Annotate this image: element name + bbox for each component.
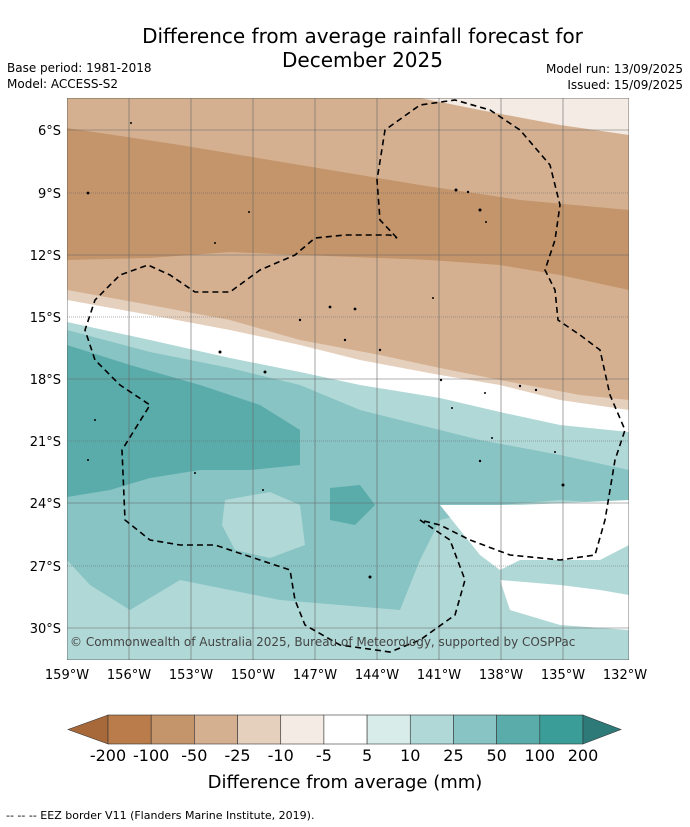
colorbar-segment [323, 714, 368, 745]
colorbar-segment [496, 714, 541, 745]
colorbar-tick-label: -50 [181, 746, 207, 765]
colorbar-segment [150, 714, 195, 745]
colorbar-segment [453, 714, 497, 745]
lon-label: 156°W [107, 668, 151, 683]
lat-label: 30°S [30, 622, 61, 637]
lat-label: 6°S [38, 124, 61, 139]
colorbar-arrow-low [67, 714, 109, 745]
lon-label: 147°W [293, 668, 337, 683]
colorbar-segment [107, 714, 152, 745]
lat-label: 27°S [30, 560, 61, 575]
colorbar-tick-label: -10 [268, 746, 294, 765]
lon-label: 135°W [541, 668, 585, 683]
zone-wet-strong-patch [330, 485, 375, 525]
zone-dry-pale [420, 98, 629, 135]
colorbar-tick-label: 50 [486, 746, 506, 765]
zone-wet-strong [67, 345, 300, 497]
model-run: Model run: 13/09/2025 [545, 62, 683, 76]
model-name: Model: ACCESS-S2 [7, 77, 119, 91]
colorbar-tick-label: -200 [90, 746, 126, 765]
lon-label: 132°W [603, 668, 647, 683]
zone-neutral-south [440, 500, 629, 570]
rainfall-map: © Commonwealth of Australia 2025, Bureau… [30, 98, 647, 765]
lat-label: 21°S [30, 435, 61, 450]
lon-label: 141°W [417, 668, 461, 683]
zone-neutral-strip [67, 300, 629, 430]
base-period: Base period: 1981-2018 [7, 61, 152, 75]
copyright-credit: © Commonwealth of Australia 2025, Bureau… [70, 635, 575, 649]
colorbar-tick-label: -25 [224, 746, 250, 765]
colorbar-segment [194, 714, 238, 745]
colorbar-label: Difference from average (mm) [207, 772, 483, 793]
lat-label: 24°S [30, 497, 61, 512]
lon-label: 159°W [45, 668, 89, 683]
colorbar-tick-label: 10 [400, 746, 420, 765]
eez-border [84, 99, 626, 653]
meta-left: Base period: 1981-2018 Model: ACCESS-S2 [7, 60, 152, 92]
islands [86, 122, 565, 579]
lat-label: 12°S [30, 249, 61, 264]
colorbar-tick-label: 25 [443, 746, 463, 765]
lat-label: 18°S [30, 373, 61, 388]
lon-label: 138°W [479, 668, 523, 683]
colorbar-arrow-high [582, 714, 622, 745]
colorbar-tick-label: 100 [525, 746, 556, 765]
colorbar-tick-label: 200 [568, 746, 599, 765]
lat-label: 9°S [38, 187, 61, 202]
lat-label: 15°S [30, 311, 61, 326]
colorbar-segment [366, 714, 411, 745]
colorbar-tick-label: -5 [316, 746, 332, 765]
issued-date: Issued: 15/09/2025 [567, 78, 683, 92]
map-field: © Commonwealth of Australia 2025, Bureau… [67, 98, 629, 660]
zone-neutral-southeast [500, 580, 629, 630]
colorbar-segment [539, 714, 584, 745]
lon-label: 150°W [231, 668, 275, 683]
latitude-labels: 6°S 9°S 12°S 15°S 18°S 21°S 24°S 27°S 30… [30, 124, 61, 637]
colorbar: -200 -100 -50 -25 -10 -5 5 10 25 50 100 200 [67, 714, 622, 765]
meta-right: Model run: 13/09/2025 Issued: 15/09/2025 [546, 61, 683, 93]
colorbar-segment [237, 714, 282, 745]
colorbar-segment [280, 714, 325, 745]
colorbar-segment [409, 714, 454, 745]
grid-lines [67, 98, 629, 660]
lon-label: 153°W [169, 668, 213, 683]
colorbar-tick-label: -100 [133, 746, 169, 765]
map-title: Difference from average rainfall forecas… [142, 24, 583, 72]
eez-footnote: -- -- -- EEZ border V11 (Flanders Marine… [6, 809, 315, 822]
lon-label: 144°W [355, 668, 399, 683]
zone-wet-light-patch [222, 492, 305, 558]
colorbar-tick-label: 5 [362, 746, 372, 765]
zone-dry-dark [67, 128, 629, 290]
longitude-labels: 159°W 156°W 153°W 150°W 147°W 144°W 141°… [45, 668, 647, 683]
